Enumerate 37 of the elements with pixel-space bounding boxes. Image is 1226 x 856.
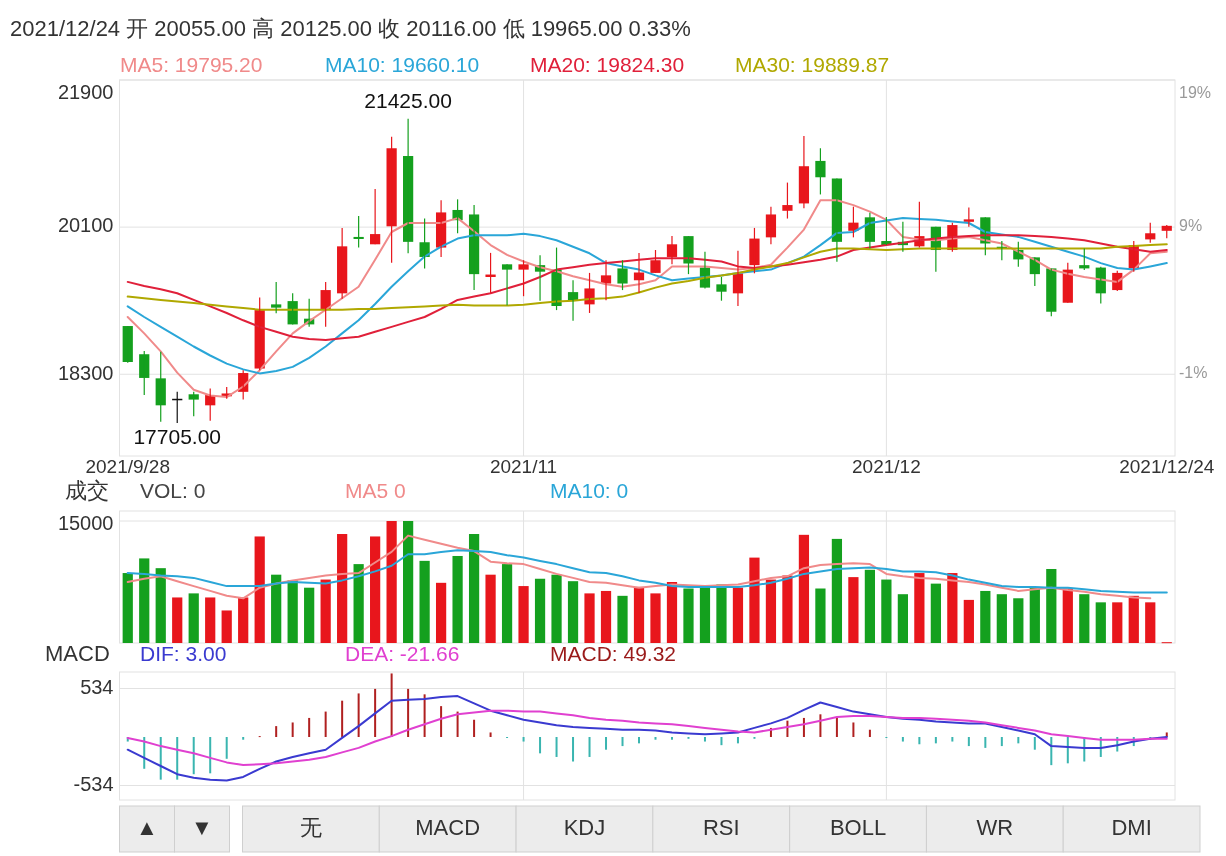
y-tick-label: -534 — [73, 772, 114, 795]
text: MACD: 49.32 — [550, 641, 677, 665]
text: MA10: 19660.10 — [325, 52, 480, 76]
x-tick-label: 2021/12/24 — [1119, 456, 1215, 478]
text: DEA: -21.66 — [345, 641, 460, 665]
text: WR — [976, 814, 1014, 840]
text: VOL: 0 — [140, 478, 206, 502]
text: MA5: 19795.20 — [120, 52, 263, 76]
y2-tick-label: -1% — [1179, 364, 1208, 382]
text: MACD — [415, 814, 481, 840]
y-tick-label: 21900 — [57, 81, 114, 104]
chart-title: 成交 — [65, 477, 109, 503]
text: MA30: 19889.87 — [735, 52, 890, 76]
text: MA10: 0 — [550, 478, 629, 502]
series-label: MA5 0 — [345, 478, 406, 502]
text: DMI — [1111, 814, 1152, 840]
annotation: 17705.00 — [133, 425, 222, 449]
y2-tick-label: 19% — [1179, 84, 1212, 102]
text: BOLL — [829, 814, 887, 840]
y-tick-label: 534 — [80, 675, 114, 698]
y-tick-label: 20100 — [57, 214, 114, 237]
annotation: 21425.00 — [364, 89, 452, 113]
x-tick-label: 2021/9/28 — [85, 456, 171, 478]
y-tick-label: 18300 — [57, 361, 114, 384]
text: MA20: 19824.30 — [530, 52, 685, 76]
x-tick-label: 2021/12 — [852, 456, 921, 478]
text: 无 — [299, 814, 322, 840]
text: ▼ — [191, 814, 213, 840]
y-tick-label: 15000 — [57, 512, 114, 535]
y2-tick-label: 9% — [1179, 217, 1203, 235]
text: KDJ — [563, 814, 606, 840]
text: RSI — [702, 814, 740, 840]
text: DIF: 3.00 — [140, 641, 227, 665]
chart-title: MACD — [45, 640, 110, 666]
chart-title: 2021/12/24 开 20055.00 高 20125.00 收 20116.00 低 19965.00 0.33% — [10, 15, 691, 41]
text: ▲ — [136, 814, 158, 840]
x-tick-label: 2021/11 — [489, 456, 558, 478]
